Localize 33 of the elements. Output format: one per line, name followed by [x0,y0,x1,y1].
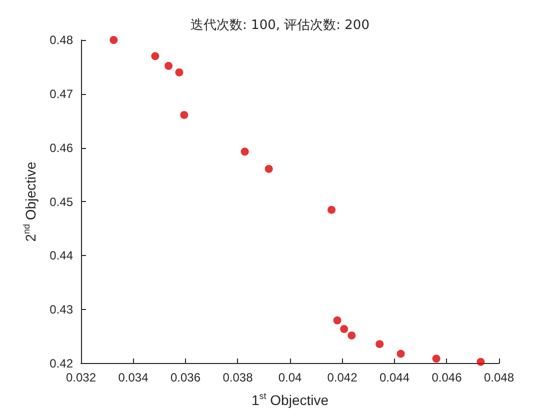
point [396,350,405,358]
y-tick-label: 0.48 [50,33,74,47]
point [164,62,173,70]
point [432,354,440,363]
point [110,36,118,44]
point [340,324,348,333]
x-tick-label: 0.038 [222,370,254,384]
x-tick-label: 0.046 [432,370,462,384]
point [348,331,356,340]
x-tick-label: 0.036 [170,370,201,384]
x-tick-label: 0.048 [484,370,514,384]
point [476,358,485,366]
y-tick-label: 0.44 [50,248,74,263]
point [376,340,384,348]
x-tick-label: 0.044 [379,370,410,384]
point [180,110,188,119]
x-tick-label: 0.032 [66,370,96,384]
chart-title: 迭代次数: 100, 评估次数: 200 [190,18,370,33]
y-axis-title: 2nd Objective [22,162,38,242]
y-tick-label: 0.47 [50,86,74,101]
point [264,164,273,173]
point [333,316,342,324]
x-tick-label: 0.04 [278,370,302,384]
point [240,148,249,156]
point [328,206,336,214]
y-tick-label: 0.46 [50,140,74,155]
y-tick-label: 0.43 [50,302,74,317]
x-tick-label: 0.034 [118,370,149,384]
x-tick-label: 0.042 [327,370,358,384]
point [151,52,160,60]
y-tick-label: 0.42 [50,356,74,370]
point [175,68,184,76]
y-tick-label: 0.45 [50,194,74,209]
